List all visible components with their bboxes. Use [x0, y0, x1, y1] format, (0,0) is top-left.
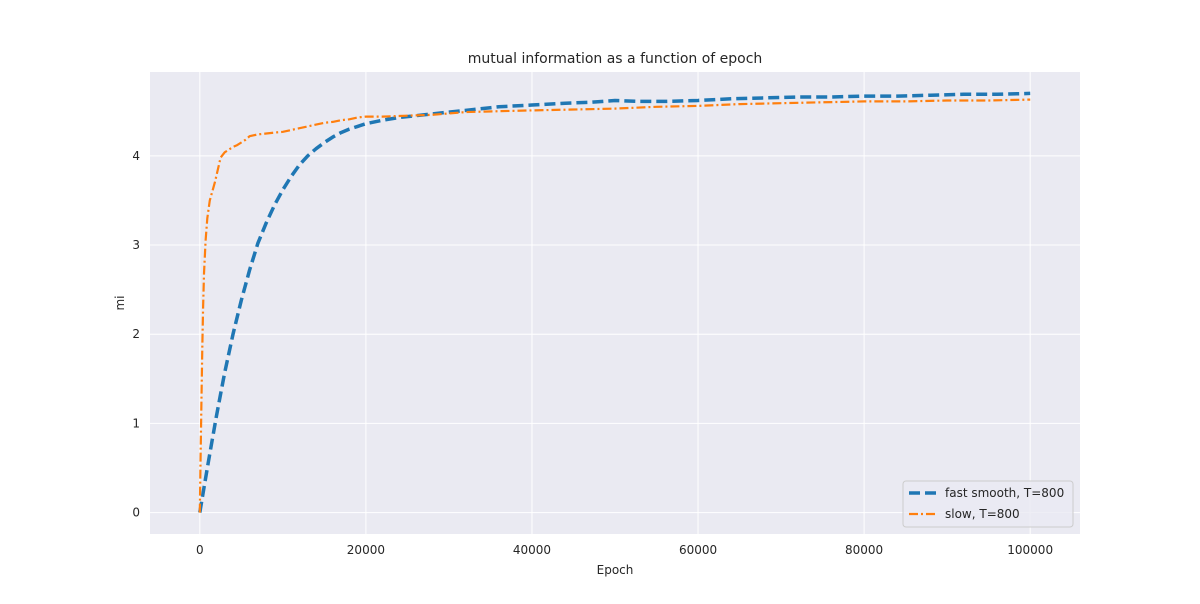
y-tick-label: 4 [132, 149, 140, 163]
x-tick-label: 80000 [845, 543, 883, 557]
y-tick-label: 0 [132, 506, 140, 520]
series-line-1 [198, 98, 1031, 513]
y-tick-label: 2 [132, 327, 140, 341]
y-axis-label: mi [113, 295, 127, 310]
chart-title: mutual information as a function of epoc… [468, 51, 763, 67]
y-tick-label: 3 [132, 238, 140, 252]
legend-label-slow: slow, T=800 [945, 507, 1020, 521]
y-tick-label: 1 [132, 416, 140, 430]
plot-background [150, 72, 1080, 534]
legend-label-fast-smooth: fast smooth, T=800 [945, 486, 1064, 500]
grid-lines [150, 72, 1080, 534]
series-layer [198, 91, 1031, 513]
x-tick-label: 0 [196, 543, 204, 557]
y-tick-labels: 0 1 2 3 4 [132, 149, 140, 520]
x-axis-label: Epoch [597, 563, 634, 577]
x-tick-label: 100000 [1007, 543, 1053, 557]
x-tick-labels: 0 20000 40000 60000 80000 100000 [196, 543, 1053, 557]
x-tick-label: 40000 [513, 543, 551, 557]
x-tick-label: 20000 [347, 543, 385, 557]
legend: fast smooth, T=800 slow, T=800 [902, 480, 1074, 528]
series-line-0 [198, 91, 1031, 513]
legend-box [902, 480, 1074, 528]
x-tick-label: 60000 [679, 543, 717, 557]
